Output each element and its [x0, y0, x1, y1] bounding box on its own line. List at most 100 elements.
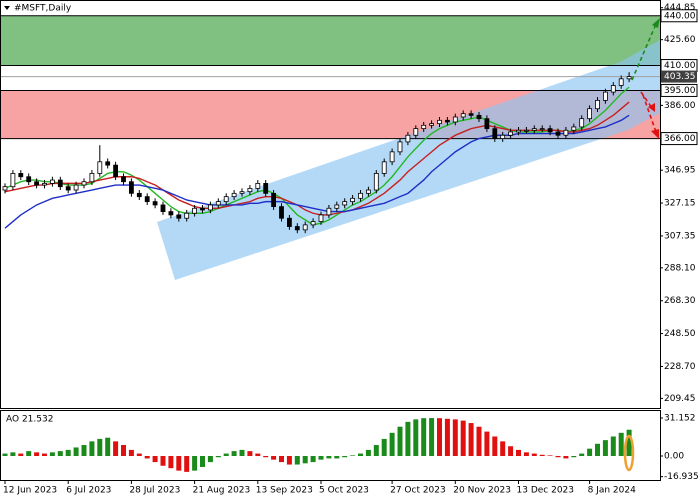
- candle-body: [334, 204, 340, 209]
- candle-body: [271, 192, 277, 208]
- ao-bar: [176, 455, 182, 471]
- moving-average: [4, 86, 630, 226]
- candle-body: [89, 173, 95, 183]
- ao-bar: [128, 449, 134, 456]
- candle-body: [397, 141, 403, 153]
- x-tick-label: 27 Oct 2023: [390, 486, 446, 496]
- candle-body: [184, 212, 190, 219]
- candle-body: [97, 161, 103, 174]
- candle-body: [168, 211, 174, 216]
- y-tick-label: 346.95: [664, 166, 696, 176]
- ao-bar: [508, 446, 514, 456]
- ao-bar: [247, 451, 253, 456]
- ao-bar: [26, 451, 32, 456]
- candle-body: [405, 134, 411, 143]
- y-tick-label: 425.60: [664, 35, 696, 45]
- ao-bar: [294, 455, 300, 465]
- last-price-label: 403.35: [664, 72, 696, 82]
- ao-bar: [113, 441, 119, 456]
- candle-body: [192, 207, 198, 214]
- ao-bar: [286, 455, 292, 465]
- ao-bar: [223, 453, 229, 456]
- candle-body: [444, 119, 450, 123]
- x-tick-label: 5 Oct 2023: [319, 486, 369, 496]
- ao-bar: [602, 440, 608, 456]
- candle-body: [81, 181, 87, 186]
- candle-body: [18, 173, 24, 178]
- ao-bar: [571, 455, 577, 458]
- y-tick-label: 307.35: [664, 231, 696, 241]
- ao-bar: [18, 453, 24, 456]
- candle-body: [326, 207, 332, 216]
- price-channel: [157, 40, 660, 280]
- main-panel: [0, 15, 660, 234]
- ao-bar: [57, 451, 63, 456]
- ao-y-tick-label: -16.935: [664, 472, 699, 482]
- axes: 440.00 410.00 395.00 366.00 444.85 425.60 386.…: [3, 3, 699, 495]
- candle-body: [342, 201, 348, 206]
- candle-body: [42, 182, 47, 186]
- ao-bar: [421, 418, 427, 456]
- x-tick-label: 13 Dec 2023: [517, 486, 575, 496]
- candle-body: [286, 217, 292, 227]
- ao-bar: [350, 455, 356, 456]
- bear-arrow: [640, 91, 653, 109]
- candle-body: [65, 186, 71, 191]
- x-tick-label: 12 Jun 2023: [3, 486, 57, 496]
- candle-body: [26, 176, 32, 183]
- ao-bar: [136, 453, 142, 456]
- candle-body: [176, 214, 182, 219]
- candle-body: [610, 85, 616, 93]
- ao-frame: [0, 410, 661, 481]
- ao-bar: [207, 455, 213, 463]
- candle-body: [437, 119, 442, 125]
- candle-body: [207, 204, 213, 211]
- main-frame: [0, 0, 661, 409]
- ao-bar: [547, 455, 553, 456]
- ao-bar: [81, 445, 87, 456]
- candle-body: [34, 181, 39, 186]
- candle-body: [381, 161, 387, 174]
- level-label: 366.00: [664, 134, 696, 144]
- candle-body: [2, 186, 8, 191]
- last-price-box: [661, 70, 697, 83]
- x-tick-label: 28 Jul 2023: [129, 486, 180, 496]
- candle-body: [302, 224, 308, 231]
- ao-bar: [342, 455, 348, 458]
- ao-bar: [444, 418, 450, 456]
- candle-body: [73, 184, 79, 191]
- level-label: 440.00: [664, 11, 696, 21]
- ao-bar: [121, 445, 126, 456]
- candle-body: [571, 126, 577, 131]
- ao-bar: [302, 455, 308, 464]
- candle-body: [452, 116, 458, 123]
- ao-bar: [168, 455, 174, 469]
- chart-title: #MSFT,Daily: [14, 4, 72, 14]
- zone: [0, 15, 660, 66]
- ao-bar: [10, 452, 16, 456]
- ao-y-tick-label: 0.00: [664, 451, 684, 461]
- ao-bar: [192, 455, 198, 471]
- y-tick-label: 228.70: [664, 362, 696, 372]
- candle-body: [121, 176, 126, 183]
- ao-panel: [2, 418, 632, 472]
- ao-bar: [152, 455, 158, 463]
- level-label-box: [660, 9, 698, 23]
- candle-body: [539, 128, 545, 131]
- candle-body: [215, 201, 221, 206]
- candle-body: [484, 118, 490, 130]
- candle-body: [350, 197, 356, 203]
- candle-body: [413, 128, 419, 136]
- y-tick-label: 209.45: [664, 394, 696, 404]
- bear-arrow-head: [648, 103, 655, 112]
- candle-body: [618, 78, 624, 86]
- candle-body: [516, 129, 521, 133]
- ao-bar: [358, 453, 363, 456]
- candle-body: [460, 113, 466, 118]
- ao-bar: [523, 452, 529, 456]
- x-tick-label: 8 Jan 2024: [588, 486, 636, 496]
- bear-arrow-head: [651, 129, 659, 139]
- candle-body: [160, 204, 166, 212]
- candle-body: [358, 192, 363, 199]
- candle-body: [421, 124, 427, 130]
